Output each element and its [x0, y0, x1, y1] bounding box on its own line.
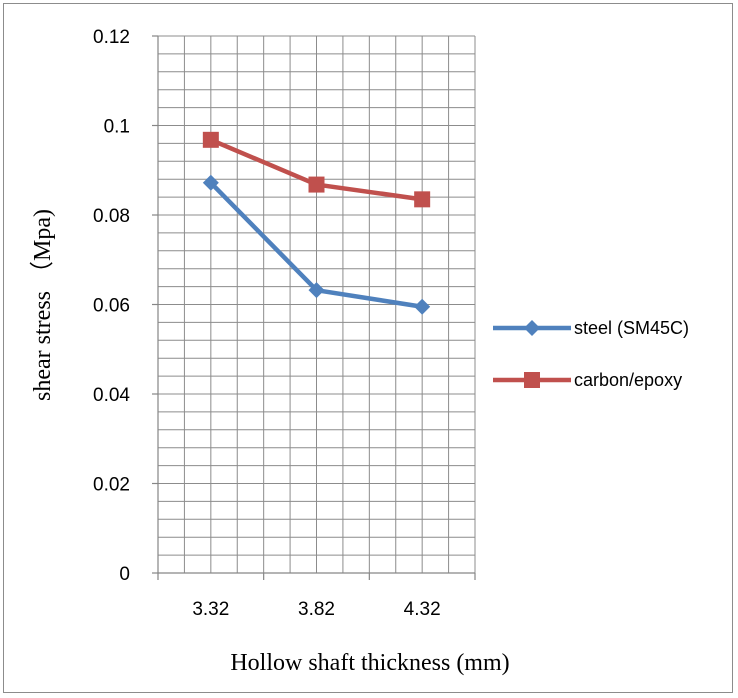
- y-axis-title: shear stress （Mpa): [30, 209, 56, 401]
- legend-marker: [524, 320, 540, 336]
- y-tick-label: 0.02: [93, 475, 130, 496]
- x-tick-label: 3.82: [298, 599, 335, 620]
- legend-entry: carbon/epoxy: [493, 370, 682, 390]
- legend: steel (SM45C) carbon/epoxy: [493, 318, 689, 390]
- series-layer: [202, 131, 431, 315]
- data-point: [202, 174, 219, 191]
- legend-label: carbon/epoxy: [574, 370, 682, 390]
- y-tick-label: 0.1: [104, 117, 130, 138]
- series-1: [202, 131, 431, 208]
- x-tick-label: 4.32: [404, 599, 441, 620]
- tick-labels: 0 0.02 0.04 0.06 0.08 0.1 0.12 3.32 3.82 4.32: [93, 27, 441, 620]
- chart-frame: [3, 3, 733, 693]
- data-point: [308, 282, 325, 299]
- data-point: [308, 176, 325, 193]
- data-point: [202, 131, 219, 148]
- x-axis-title: Hollow shaft thickness (mm): [230, 650, 509, 676]
- axes: [152, 35, 476, 580]
- series-0: [202, 174, 431, 315]
- x-tick-label: 3.32: [192, 599, 229, 620]
- grid: [158, 35, 476, 573]
- y-tick-label: 0.08: [93, 206, 130, 227]
- y-tick-label: 0.04: [93, 385, 130, 406]
- data-point: [414, 298, 431, 315]
- y-tick-label: 0.12: [93, 27, 130, 48]
- y-tick-label: 0: [119, 564, 130, 585]
- legend-marker: [524, 372, 540, 388]
- y-tick-label: 0.06: [93, 296, 130, 317]
- legend-entry: steel (SM45C): [493, 318, 689, 338]
- legend-label: steel (SM45C): [574, 318, 689, 338]
- data-point: [414, 191, 431, 208]
